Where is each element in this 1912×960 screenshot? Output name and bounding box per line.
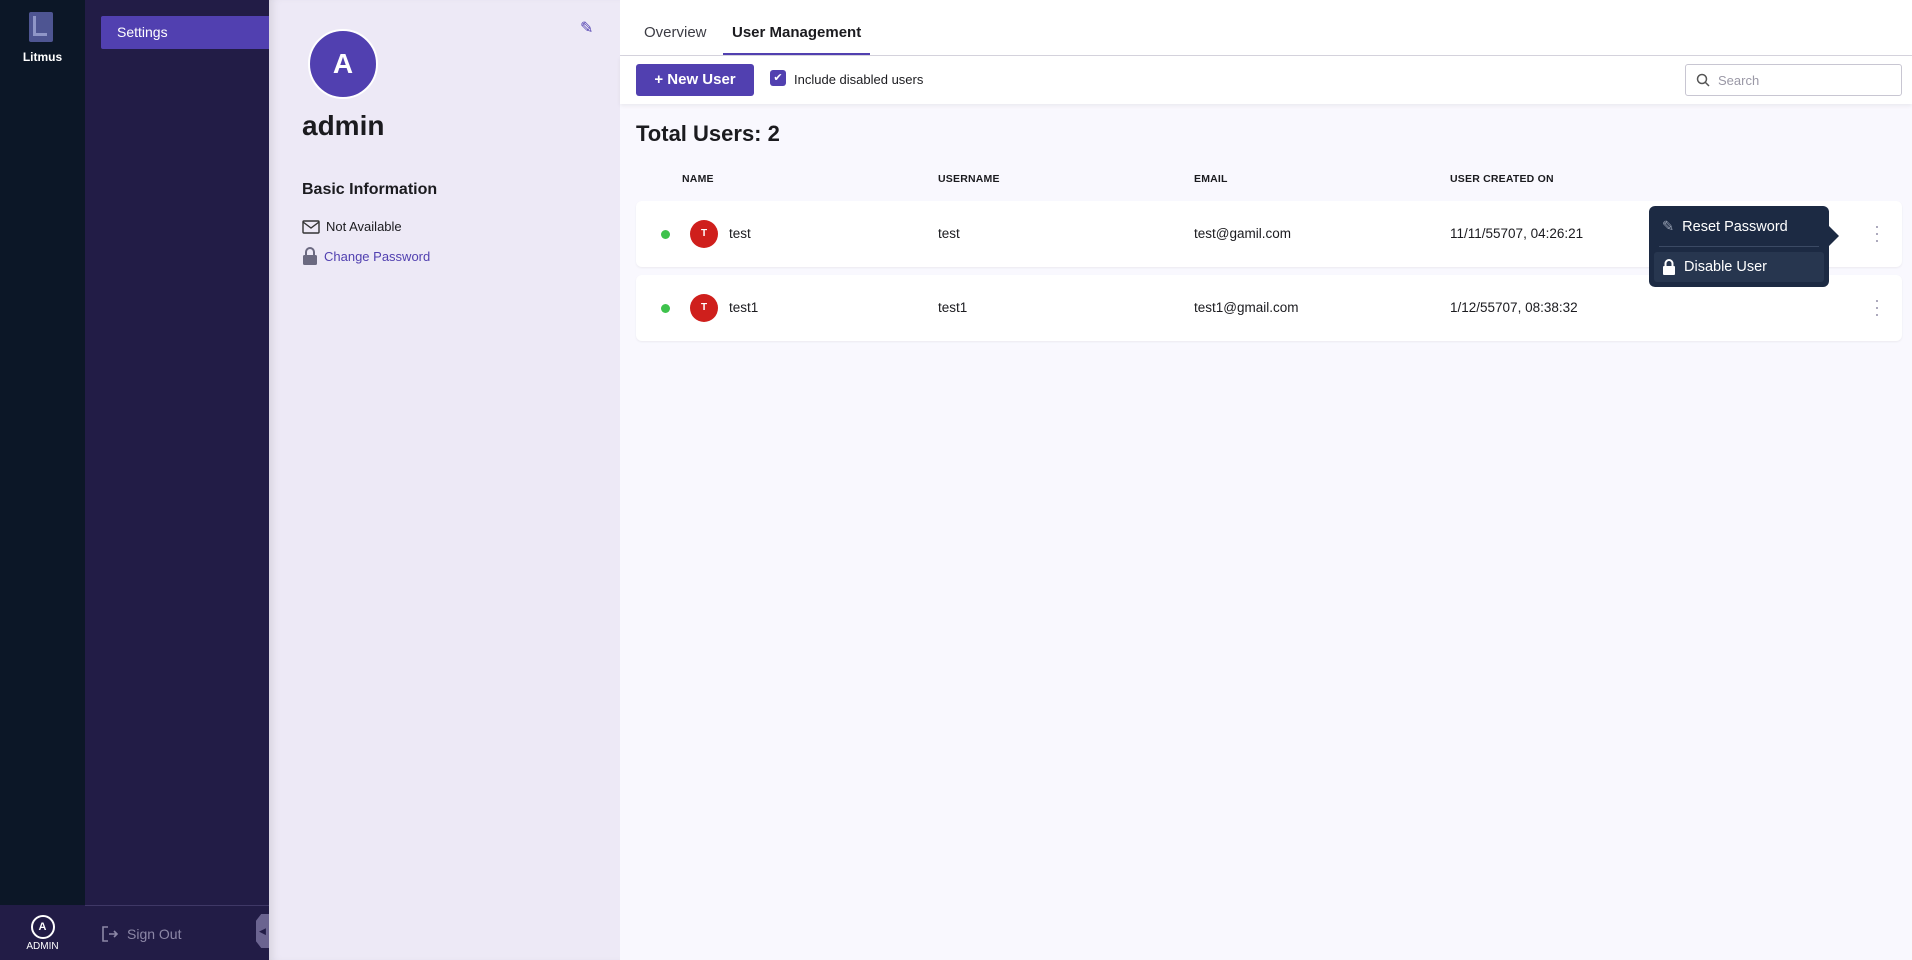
email-info: Not Available [302, 219, 402, 234]
sign-out-label: Sign Out [127, 926, 182, 942]
more-options-icon[interactable]: · · · [1874, 216, 1880, 250]
new-user-button[interactable]: + New User [636, 64, 754, 96]
tab-user-management[interactable]: User Management [723, 24, 871, 55]
include-disabled-checkbox[interactable]: ✔ [770, 70, 786, 86]
user-email: test1@gmail.com [1194, 300, 1299, 315]
reset-password-label: Reset Password [1682, 219, 1788, 235]
profile-avatar: A [308, 29, 378, 99]
search-input[interactable]: Search [1685, 64, 1902, 96]
change-password-link[interactable]: Change Password [302, 247, 430, 265]
avatar: T [690, 294, 718, 322]
total-users: Total Users: 2 [636, 121, 780, 146]
app-name: Litmus [22, 50, 63, 64]
user-username: test1 [938, 300, 968, 315]
more-options-icon[interactable]: · · · [1874, 290, 1880, 324]
column-header-created: USER CREATED ON [1450, 173, 1554, 185]
column-header-email: EMAIL [1194, 173, 1228, 185]
column-header-name: NAME [682, 173, 714, 185]
edit-profile-pencil-icon[interactable]: ✎ [580, 20, 594, 37]
menu-item-disable-user[interactable]: Disable User [1654, 252, 1824, 282]
profile-name: admin [302, 110, 385, 141]
settings-nav: Settings Sign Out [85, 0, 269, 960]
user-email: test@gamil.com [1194, 226, 1291, 241]
email-value: Not Available [326, 219, 402, 234]
user-role-label: ADMIN [26, 941, 59, 952]
user-username: test [938, 226, 960, 241]
toolbar: + New User ✔ Include disabled users Sear… [620, 56, 1912, 104]
search-placeholder: Search [1718, 72, 1760, 88]
user-name: test [729, 226, 751, 241]
divider [1659, 246, 1819, 247]
search-icon [1696, 73, 1710, 87]
avatar: A [30, 915, 55, 939]
pencil-icon: ✎ [1662, 219, 1675, 235]
user-name: test1 [729, 300, 759, 315]
sign-out-button[interactable]: Sign Out [101, 925, 181, 943]
user-created-on: 11/11/55707, 04:26:21 [1450, 226, 1584, 241]
user-menu[interactable]: A ADMIN [0, 905, 85, 960]
section-title: Basic Information [302, 181, 438, 198]
lock-icon [303, 247, 317, 265]
status-dot [661, 230, 670, 239]
profile-panel: ✎ A admin Basic Information Not Availabl… [269, 0, 620, 960]
sign-out-icon [102, 926, 119, 942]
menu-item-reset-password[interactable]: ✎ Reset Password [1654, 212, 1824, 242]
include-disabled-label[interactable]: Include disabled users [794, 72, 924, 87]
lock-icon [1663, 259, 1675, 275]
disable-user-label: Disable User [1684, 259, 1767, 275]
main-content: Overview User Management + New User ✔ In… [620, 0, 1912, 960]
collapse-sidebar-button[interactable]: ◀ [256, 914, 269, 948]
nav-item-settings[interactable]: Settings [101, 16, 269, 49]
tab-bar: Overview User Management [620, 0, 1912, 56]
tab-overview[interactable]: Overview [644, 24, 707, 41]
user-created-on: 1/12/55707, 08:38:32 [1450, 300, 1578, 315]
mail-icon [302, 219, 320, 234]
status-dot [661, 304, 670, 313]
change-password-label: Change Password [324, 248, 431, 264]
column-header-username: USERNAME [938, 173, 1000, 185]
litmus-logo-icon[interactable] [29, 12, 53, 42]
divider [85, 905, 269, 906]
avatar: T [690, 220, 718, 248]
user-actions-menu: ✎ Reset Password Disable User [1649, 206, 1839, 287]
app-rail: Litmus A ADMIN [0, 0, 85, 960]
